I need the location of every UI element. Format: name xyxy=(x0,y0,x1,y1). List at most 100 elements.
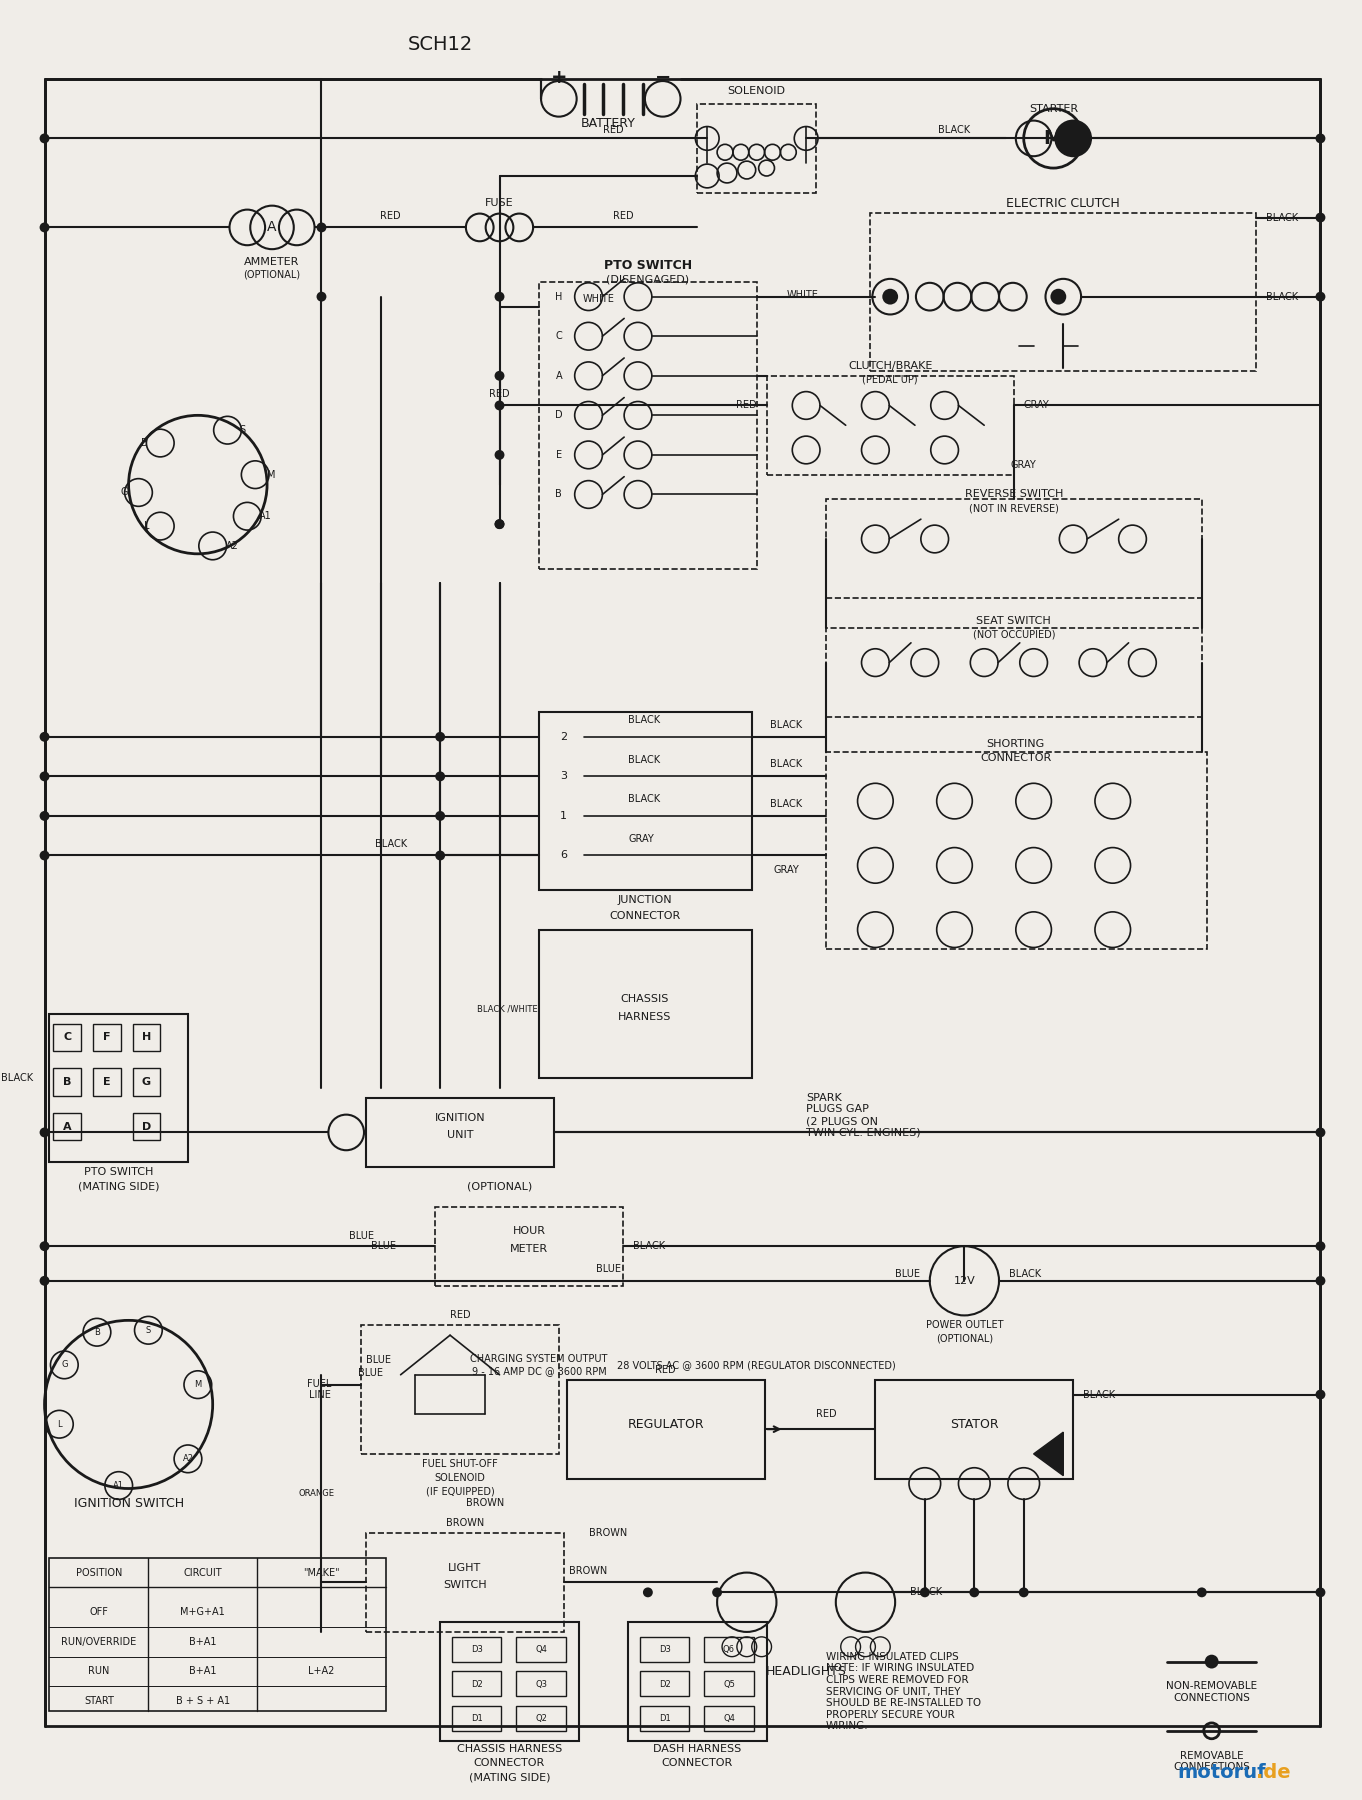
Text: BLACK: BLACK xyxy=(938,126,971,135)
Bar xyxy=(539,713,752,891)
Text: HOUR: HOUR xyxy=(512,1226,546,1237)
Text: CHASSIS: CHASSIS xyxy=(621,994,669,1004)
Text: (IF EQUIPPED): (IF EQUIPPED) xyxy=(425,1487,494,1496)
Text: M: M xyxy=(267,470,275,479)
Circle shape xyxy=(494,292,504,302)
Bar xyxy=(640,1706,689,1732)
Bar xyxy=(366,1534,564,1633)
Circle shape xyxy=(494,518,504,529)
Circle shape xyxy=(1019,1588,1028,1597)
Text: METER: METER xyxy=(511,1244,549,1255)
Text: RED: RED xyxy=(613,211,633,221)
Text: Q6: Q6 xyxy=(723,1645,735,1654)
Bar xyxy=(132,1112,161,1141)
Bar xyxy=(49,1013,188,1163)
Text: B: B xyxy=(142,437,148,448)
Text: 12V: 12V xyxy=(953,1276,975,1285)
Text: D3: D3 xyxy=(471,1645,482,1654)
Text: E: E xyxy=(104,1076,110,1087)
Circle shape xyxy=(970,1588,979,1597)
Text: START: START xyxy=(84,1696,114,1706)
Text: RED: RED xyxy=(603,126,624,135)
Text: BLUE: BLUE xyxy=(349,1231,373,1242)
Text: D1: D1 xyxy=(471,1714,482,1723)
Polygon shape xyxy=(1034,1433,1064,1476)
Circle shape xyxy=(1316,1242,1325,1251)
Text: B: B xyxy=(556,490,563,499)
Text: JUNCTION: JUNCTION xyxy=(617,895,673,905)
Text: RED: RED xyxy=(816,1409,836,1420)
Circle shape xyxy=(39,1276,49,1285)
Bar xyxy=(132,1067,161,1096)
Circle shape xyxy=(494,518,504,529)
Bar xyxy=(516,1636,565,1661)
Bar xyxy=(870,212,1256,371)
Bar xyxy=(516,1672,565,1696)
Text: BROWN: BROWN xyxy=(466,1498,504,1508)
Circle shape xyxy=(1316,1588,1325,1597)
Text: BROWN: BROWN xyxy=(445,1517,484,1528)
Circle shape xyxy=(39,772,49,781)
Text: BLACK: BLACK xyxy=(628,754,661,765)
Text: H: H xyxy=(556,292,563,302)
Text: BLUE: BLUE xyxy=(595,1264,621,1274)
Text: motoruf: motoruf xyxy=(1177,1762,1265,1782)
Text: BLACK: BLACK xyxy=(771,760,802,769)
Bar xyxy=(825,752,1207,949)
Text: RUN/OVERRIDE: RUN/OVERRIDE xyxy=(61,1636,136,1647)
Bar xyxy=(452,1672,501,1696)
Text: BLUE: BLUE xyxy=(370,1242,395,1251)
Bar xyxy=(516,1706,565,1732)
Text: BLACK: BLACK xyxy=(1083,1390,1115,1400)
Text: BLACK: BLACK xyxy=(1267,292,1298,302)
Text: D3: D3 xyxy=(659,1645,670,1654)
Circle shape xyxy=(316,223,327,232)
Bar xyxy=(767,376,1013,475)
Text: B: B xyxy=(94,1328,99,1337)
Text: (MATING SIDE): (MATING SIDE) xyxy=(78,1183,159,1192)
Text: 2: 2 xyxy=(560,733,568,742)
Text: G: G xyxy=(142,1076,151,1087)
Circle shape xyxy=(39,733,49,742)
Bar xyxy=(452,1636,501,1661)
Text: B+A1: B+A1 xyxy=(189,1636,217,1647)
Bar xyxy=(93,1067,121,1096)
Text: FUEL SHUT-OFF: FUEL SHUT-OFF xyxy=(422,1458,498,1469)
Circle shape xyxy=(1316,1127,1325,1138)
Circle shape xyxy=(1316,212,1325,223)
Circle shape xyxy=(436,812,445,821)
Text: BLACK: BLACK xyxy=(628,715,661,725)
Text: RUN: RUN xyxy=(89,1667,109,1676)
Text: SOLENOID: SOLENOID xyxy=(727,86,786,95)
Text: REMOVABLE
CONNECTIONS: REMOVABLE CONNECTIONS xyxy=(1173,1751,1250,1773)
Text: D2: D2 xyxy=(471,1679,482,1688)
Bar xyxy=(53,1112,82,1141)
Text: Q2: Q2 xyxy=(535,1714,548,1723)
Text: 3: 3 xyxy=(560,772,568,781)
Circle shape xyxy=(436,772,445,781)
Text: G: G xyxy=(121,488,128,497)
Bar xyxy=(704,1672,753,1696)
Circle shape xyxy=(1316,133,1325,144)
Text: A: A xyxy=(63,1121,72,1132)
Text: BLUE: BLUE xyxy=(358,1368,384,1377)
Text: SHORTING: SHORTING xyxy=(986,738,1045,749)
Circle shape xyxy=(39,1242,49,1251)
Text: OFF: OFF xyxy=(90,1607,109,1616)
Text: A1: A1 xyxy=(259,511,272,522)
Text: A2: A2 xyxy=(226,542,238,551)
Bar xyxy=(361,1325,558,1454)
Circle shape xyxy=(39,133,49,144)
Text: BLUE: BLUE xyxy=(366,1355,391,1364)
Circle shape xyxy=(1316,1390,1325,1399)
Text: RED: RED xyxy=(735,400,757,410)
Text: (OPTIONAL): (OPTIONAL) xyxy=(467,1183,533,1192)
Bar xyxy=(539,283,757,569)
Text: UNIT: UNIT xyxy=(447,1130,473,1141)
Text: (OPTIONAL): (OPTIONAL) xyxy=(244,270,301,279)
Text: BLACK: BLACK xyxy=(633,1242,665,1251)
Text: (MATING SIDE): (MATING SIDE) xyxy=(469,1773,550,1782)
Text: F: F xyxy=(104,1033,110,1042)
Text: 6: 6 xyxy=(560,850,568,860)
Text: FUEL
LINE: FUEL LINE xyxy=(306,1379,331,1400)
